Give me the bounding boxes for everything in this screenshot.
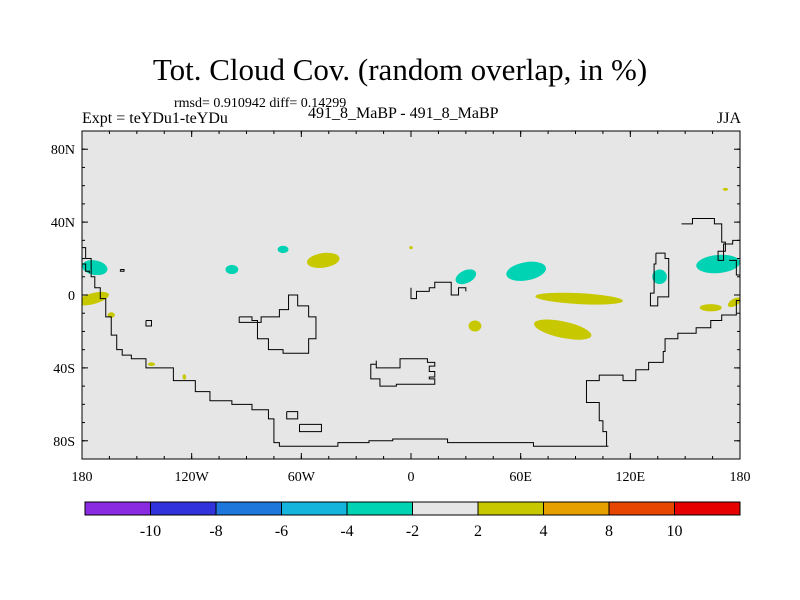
experiment-label: Expt = teYDu1-teYDu — [82, 110, 228, 127]
colorbar-swatch — [346, 501, 413, 516]
x-tick-label: 60W — [288, 470, 316, 485]
coastline — [729, 259, 740, 276]
axis-ticks: 180 120W 60W 0 60E 120E 180 80N 40N 0 40S 80S — [51, 131, 751, 485]
anomaly-patch — [468, 320, 482, 332]
coastline — [585, 299, 740, 447]
y-tick-label: 0 — [68, 289, 75, 304]
colorbar-swatch — [281, 501, 348, 516]
anomaly-patch — [455, 269, 477, 285]
anomaly-patch — [534, 319, 592, 340]
anomaly-patch — [506, 261, 547, 281]
coastline — [82, 247, 609, 447]
anomaly-patch — [696, 254, 740, 274]
colorbar-swatch — [215, 501, 282, 516]
coastline — [299, 423, 322, 433]
coastline — [370, 358, 436, 387]
colorbar-swatch — [150, 501, 217, 516]
anomaly-patch — [147, 362, 156, 367]
colorbar-label: -10 — [140, 523, 161, 540]
x-tick-label: 120E — [616, 470, 646, 485]
colorbar-swatch — [412, 501, 479, 516]
colorbar-swatch — [84, 501, 151, 516]
anomaly-patch — [727, 297, 740, 308]
coastline — [410, 281, 467, 300]
y-tick-label: 40S — [53, 362, 75, 377]
colorbar: -10 -8 -6 -4 -2 2 4 8 10 — [84, 501, 741, 540]
coastline — [145, 320, 152, 327]
anomaly-patch — [182, 374, 187, 380]
colorbar-label: 2 — [474, 523, 482, 540]
colorbar-label: 8 — [605, 523, 613, 540]
anomaly-patch — [306, 252, 340, 268]
colorbar-label: -4 — [340, 523, 353, 540]
coastline — [238, 294, 317, 354]
coastline — [119, 268, 125, 272]
y-tick-label: 80S — [53, 435, 75, 450]
colorbar-label: 10 — [667, 523, 683, 540]
colorbar-swatch — [674, 501, 741, 516]
y-tick-label: 80N — [51, 143, 75, 158]
coastline — [286, 411, 299, 420]
coastline — [649, 252, 670, 307]
cases-label: 491_8_MaBP - 491_8_MaBP — [308, 105, 499, 122]
colorbar-swatch — [608, 501, 675, 516]
anomaly-patch — [535, 292, 623, 305]
x-tick-label: 60E — [509, 470, 532, 485]
colorbar-label: -2 — [406, 523, 419, 540]
x-tick-label: 180 — [72, 470, 93, 485]
anomaly-patch — [409, 246, 413, 250]
colorbar-label: 4 — [540, 523, 548, 540]
anomaly-patch — [225, 264, 239, 275]
anomaly-patch — [699, 304, 722, 312]
x-tick-label: 0 — [408, 470, 415, 485]
coastline-layer — [82, 217, 740, 447]
colorbar-swatch — [477, 501, 544, 516]
x-tick-label: 180 — [730, 470, 751, 485]
stats-label: rmsd= 0.910942 diff= 0.14299 — [174, 96, 347, 111]
season-label: JJA — [717, 110, 742, 127]
anomaly-patch — [277, 245, 289, 254]
colorbar-label: -8 — [209, 523, 222, 540]
x-tick-label: 120W — [175, 470, 210, 485]
anomaly-patch — [82, 291, 109, 306]
coastline — [82, 263, 90, 274]
anomaly-patch — [722, 187, 729, 191]
colorbar-label: -6 — [275, 523, 288, 540]
y-tick-label: 40N — [51, 216, 75, 231]
coastline — [681, 217, 740, 261]
chart-title: Tot. Cloud Cov. (random overlap, in %) — [152, 52, 648, 87]
anomaly-patch — [652, 269, 667, 285]
colorbar-swatch — [543, 501, 610, 516]
